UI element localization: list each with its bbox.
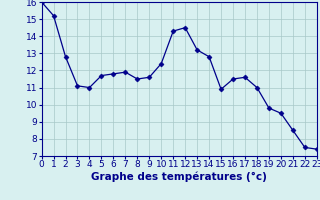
X-axis label: Graphe des températures (°c): Graphe des températures (°c): [91, 172, 267, 182]
